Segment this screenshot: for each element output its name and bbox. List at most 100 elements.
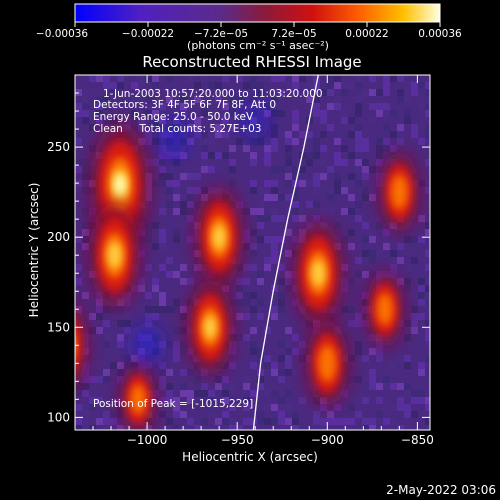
noise-cell (299, 341, 306, 348)
noise-cell (250, 180, 257, 187)
noise-cell (271, 194, 278, 201)
noise-cell (110, 411, 117, 418)
noise-cell (110, 418, 117, 425)
dim-source (241, 100, 270, 141)
noise-cell (327, 166, 334, 173)
noise-cell (159, 180, 166, 187)
noise-cell (89, 383, 96, 390)
noise-cell (236, 278, 243, 285)
noise-cell (362, 313, 369, 320)
noise-cell (117, 75, 124, 82)
noise-cell (250, 306, 257, 313)
noise-cell (292, 334, 299, 341)
noise-cell (250, 75, 257, 82)
noise-cell (89, 313, 96, 320)
noise-cell (173, 327, 180, 334)
noise-cell (369, 236, 376, 243)
noise-cell (404, 82, 411, 89)
noise-cell (82, 292, 89, 299)
noise-cell (75, 166, 82, 173)
noise-cell (285, 285, 292, 292)
noise-cell (257, 89, 264, 96)
noise-cell (404, 264, 411, 271)
noise-cell (145, 131, 152, 138)
noise-cell (390, 75, 397, 82)
noise-cell (383, 110, 390, 117)
noise-cell (96, 299, 103, 306)
noise-cell (278, 299, 285, 306)
noise-cell (271, 404, 278, 411)
noise-cell (271, 138, 278, 145)
colorbar-tick-label: −0.00036 (36, 28, 89, 40)
noise-cell (327, 75, 334, 82)
noise-cell (82, 383, 89, 390)
noise-cell (355, 313, 362, 320)
noise-cell (327, 411, 334, 418)
noise-cell (173, 425, 180, 430)
noise-cell (271, 215, 278, 222)
noise-cell (89, 425, 96, 430)
noise-cell (271, 180, 278, 187)
noise-cell (159, 383, 166, 390)
noise-cell (418, 180, 425, 187)
noise-cell (411, 313, 418, 320)
noise-cell (411, 320, 418, 327)
y-tick-label: 150 (47, 320, 70, 334)
source-hot-core (212, 224, 226, 250)
noise-cell (96, 418, 103, 425)
noise-cell (313, 201, 320, 208)
noise-cell (89, 208, 96, 215)
noise-cell (229, 362, 236, 369)
noise-cell (320, 208, 327, 215)
noise-cell (425, 334, 430, 341)
noise-cell (292, 110, 299, 117)
noise-cell (222, 390, 229, 397)
noise-cell (362, 418, 369, 425)
noise-cell (187, 173, 194, 180)
noise-cell (250, 327, 257, 334)
noise-cell (285, 138, 292, 145)
noise-cell (103, 124, 110, 131)
noise-cell (292, 117, 299, 124)
noise-cell (306, 159, 313, 166)
info-clean-counts: Clean Total counts: 5.27E+03 (93, 123, 262, 135)
noise-cell (159, 103, 166, 110)
noise-cell (404, 411, 411, 418)
noise-cell (166, 397, 173, 404)
noise-cell (173, 299, 180, 306)
noise-cell (397, 124, 404, 131)
colorbar-tick-label: −0.00022 (122, 28, 174, 40)
noise-cell (285, 390, 292, 397)
noise-cell (250, 418, 257, 425)
noise-cell (397, 138, 404, 145)
noise-cell (229, 124, 236, 131)
noise-cell (124, 355, 131, 362)
y-tick-label: 200 (47, 230, 70, 244)
noise-cell (376, 103, 383, 110)
noise-cell (180, 194, 187, 201)
noise-cell (362, 236, 369, 243)
noise-cell (278, 236, 285, 243)
noise-cell (376, 152, 383, 159)
noise-cell (404, 110, 411, 117)
noise-cell (82, 159, 89, 166)
noise-cell (278, 194, 285, 201)
noise-cell (243, 404, 250, 411)
noise-cell (376, 145, 383, 152)
noise-cell (397, 75, 404, 82)
noise-cell (145, 75, 152, 82)
noise-cell (229, 159, 236, 166)
noise-cell (236, 341, 243, 348)
noise-cell (425, 418, 430, 425)
noise-cell (418, 82, 425, 89)
noise-cell (320, 89, 327, 96)
noise-cell (362, 222, 369, 229)
noise-cell (369, 383, 376, 390)
noise-cell (215, 180, 222, 187)
noise-cell (264, 187, 271, 194)
noise-cell (355, 145, 362, 152)
noise-cell (82, 376, 89, 383)
noise-cell (96, 117, 103, 124)
noise-cell (243, 383, 250, 390)
noise-cell (250, 250, 257, 257)
